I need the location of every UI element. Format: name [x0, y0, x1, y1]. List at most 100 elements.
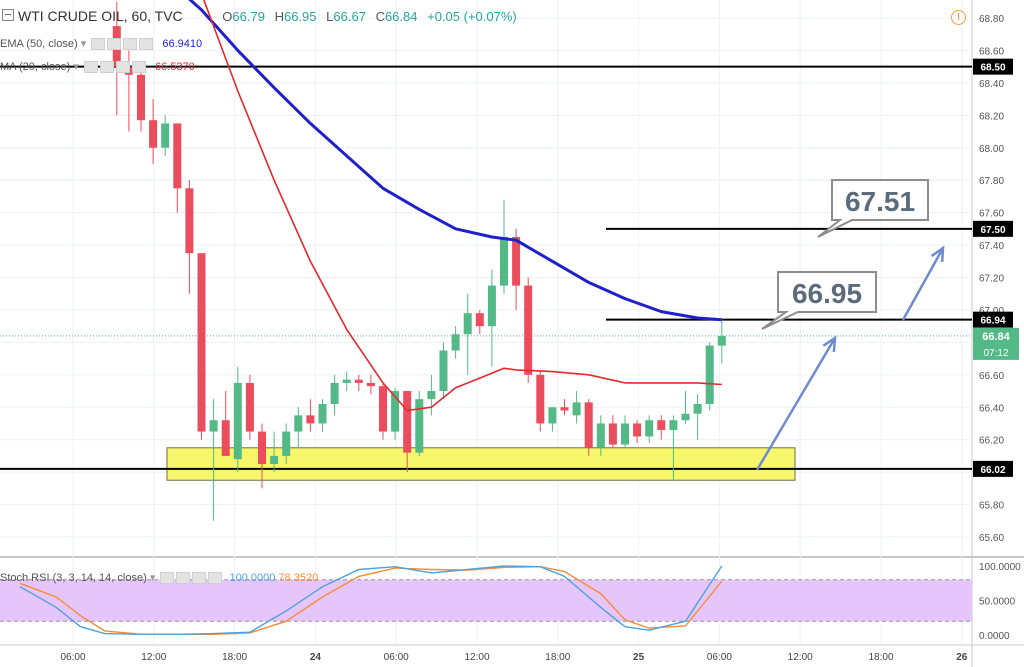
- dropdown-icon[interactable]: ▾: [149, 572, 156, 584]
- candle-body: [681, 413, 690, 421]
- candle-body: [633, 423, 642, 437]
- settings-icon[interactable]: [115, 61, 130, 74]
- dropdown-icon[interactable]: ▾: [73, 61, 79, 73]
- close-icon[interactable]: [139, 38, 154, 51]
- last-price-label: 66.84: [982, 331, 1010, 343]
- candle-body: [270, 455, 279, 465]
- collapse-icon[interactable]: [2, 9, 14, 21]
- candle-body: [173, 123, 182, 189]
- candle-body: [366, 382, 375, 387]
- stoch-tick-label: 0.0000: [979, 631, 1010, 642]
- price-tick-label: 65.60: [979, 533, 1004, 544]
- gear-icon[interactable]: [99, 61, 114, 74]
- candle-body: [669, 420, 678, 430]
- candle-body: [621, 423, 629, 445]
- price-tick-label: 65.80: [979, 501, 1004, 512]
- price-tick-label: 67.60: [979, 209, 1004, 220]
- price-tick-label: 66.40: [979, 403, 1004, 414]
- time-tick-label: 12:00: [464, 652, 489, 663]
- candle-body: [330, 382, 339, 405]
- ema-legend[interactable]: EMA (50, close) ▾ 66.9410: [0, 37, 202, 51]
- change-value: +0.05 (+0.07%): [427, 9, 517, 24]
- level-price-tag: [973, 460, 1013, 477]
- dropdown-icon[interactable]: ▾: [80, 38, 87, 50]
- time-tick-label: 06:00: [707, 652, 732, 663]
- time-tick-label: 12:00: [141, 652, 166, 663]
- close-icon[interactable]: [131, 61, 146, 74]
- candle-body: [391, 391, 400, 432]
- level-price-tag: [973, 58, 1013, 75]
- level-price-label: 68.50: [980, 63, 1005, 74]
- open-label: O: [222, 9, 233, 24]
- level-price-tag: [973, 220, 1013, 237]
- candle-body: [258, 431, 266, 465]
- stoch-tick-label: 50.0000: [979, 597, 1016, 608]
- price-tick-label: 67.20: [979, 274, 1004, 285]
- candle-body: [693, 404, 702, 414]
- stoch-k-line: [19, 565, 723, 635]
- close-label: C: [375, 9, 385, 24]
- close-value: 66.84: [384, 9, 418, 24]
- candle-body: [379, 386, 387, 432]
- open-value: 66.79: [232, 9, 265, 24]
- high-value: 66.95: [283, 9, 317, 24]
- candle-body: [427, 391, 436, 400]
- time-tick-label: 26: [956, 652, 968, 663]
- price-tick-label: 67.00: [979, 306, 1004, 317]
- stoch-legend[interactable]: Stoch RSI (3, 3, 14, 14, close) ▾ 100.00…: [0, 571, 318, 585]
- ma-20-line: [202, 0, 722, 412]
- callout-67-51-label: 67.51: [845, 186, 915, 217]
- candle-body: [608, 423, 617, 445]
- candle-body: [294, 415, 303, 432]
- gear-icon[interactable]: [107, 38, 122, 51]
- candle-body: [233, 382, 242, 460]
- price-tick-label: 68.20: [979, 111, 1004, 122]
- last-price-tag: [973, 327, 1019, 360]
- candle-body: [487, 285, 496, 327]
- candle-body: [645, 420, 654, 437]
- price-tick-label: 68.60: [979, 46, 1004, 57]
- ema-label: EMA (50, close): [0, 38, 78, 50]
- candle-body: [282, 431, 291, 456]
- price-tick-label: 66.20: [979, 436, 1004, 447]
- ma-legend[interactable]: MA (20, close) ▾ 66.5370: [0, 60, 195, 74]
- candle-body: [415, 399, 424, 453]
- candle-body: [512, 236, 521, 286]
- candle-body: [705, 345, 714, 405]
- time-tick-label: 06:00: [384, 652, 409, 663]
- time-tick-label: 18:00: [868, 652, 893, 663]
- price-tick-label: 68.00: [979, 144, 1004, 155]
- projection-arrow-1: [755, 337, 837, 471]
- eye-icon[interactable]: [91, 38, 106, 51]
- candle-body: [475, 313, 484, 327]
- candle-body: [584, 402, 593, 448]
- projection-arrow-2-head: [930, 245, 945, 263]
- candle-body: [500, 236, 508, 286]
- candle-body: [717, 335, 726, 346]
- symbol-title: WTI CRUDE OIL, 60, TVC: [18, 8, 183, 24]
- settings-icon[interactable]: [123, 38, 138, 51]
- stoch-overbought-band: [0, 579, 972, 622]
- callout-67-51-box: [817, 179, 929, 238]
- settings-icon[interactable]: [192, 572, 207, 585]
- price-tick-label: 67.80: [979, 176, 1004, 187]
- eye-icon[interactable]: [160, 572, 175, 585]
- level-price-label: 66.02: [980, 465, 1005, 476]
- symbol-header: WTI CRUDE OIL, 60, TVC O66.79 H66.95 L66…: [18, 8, 523, 26]
- level-price-tag: [973, 311, 1013, 328]
- candle-body: [463, 313, 472, 335]
- eye-icon[interactable]: [83, 61, 98, 74]
- candle-body: [572, 402, 581, 416]
- candle-body: [197, 253, 206, 432]
- candle-body: [161, 123, 170, 148]
- alert-icon[interactable]: !: [951, 10, 966, 25]
- projection-arrow-1-head: [822, 335, 837, 353]
- candle-body: [560, 407, 569, 411]
- candle-body: [548, 407, 557, 424]
- price-tick-label: 68.80: [979, 14, 1004, 25]
- candle-body: [149, 120, 158, 148]
- close-icon[interactable]: [208, 572, 223, 585]
- gear-icon[interactable]: [176, 572, 191, 585]
- candle-body: [245, 382, 254, 432]
